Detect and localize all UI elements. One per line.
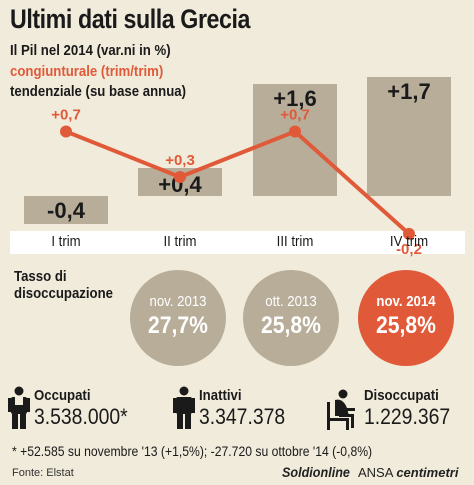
source: Fonte: Elstat bbox=[12, 467, 74, 479]
unemployment-title-line2: disoccupazione bbox=[14, 285, 114, 302]
unemployment-circle-nov-2013: nov. 2013 27,7% bbox=[130, 270, 226, 366]
bar-label-3: +1,6 bbox=[273, 86, 316, 111]
line-point-1 bbox=[60, 125, 72, 138]
ansa-logo-text: ANSA bbox=[358, 465, 393, 480]
category-label-4: IV trim bbox=[389, 233, 429, 250]
gdp-chart: -0,4+0,4+1,6 +1,7+0,7+0,3+0,7-0,2 bbox=[24, 77, 451, 258]
circle-label: nov. 2013 bbox=[149, 293, 207, 310]
line-label-3: +0,7 bbox=[280, 106, 310, 123]
seated-person-icon bbox=[327, 389, 355, 430]
bar-tendenziale-4 bbox=[367, 77, 451, 196]
line-point-2 bbox=[174, 171, 186, 183]
circle-value: 25,8% bbox=[261, 312, 321, 339]
bar-label-1: -0,4 bbox=[47, 198, 86, 223]
category-label-2: II trim bbox=[163, 233, 197, 250]
bar-tendenziale-1 bbox=[24, 196, 108, 224]
stat-value-disoccupati: 1.229.367 bbox=[364, 404, 451, 429]
stat-label-inattivi: Inattivi bbox=[199, 387, 242, 404]
unemployment-title: Tasso di disoccupazione bbox=[14, 268, 113, 302]
legend-tendenziale: tendenziale (su base annua) bbox=[10, 83, 187, 100]
unemployment-title-line1: Tasso di bbox=[14, 268, 67, 285]
circle-label: ott. 2013 bbox=[265, 293, 317, 310]
person-icon bbox=[173, 386, 195, 429]
line-point-4 bbox=[403, 227, 415, 240]
footnote: * +52.585 su novembre '13 (+1,5%); -27.7… bbox=[12, 443, 373, 459]
stat-label-disoccupati: Disoccupati bbox=[364, 387, 439, 404]
bar-tendenziale-3 bbox=[253, 84, 337, 196]
centimetri-logo-text: centimetri bbox=[396, 465, 459, 480]
line-point-3 bbox=[289, 125, 301, 138]
bar-label-4: +1,7 bbox=[387, 79, 430, 104]
legend-congiunturale: congiunturale (trim/trim) bbox=[10, 63, 164, 80]
ansa-centimetri-logo: ANSA centimetri bbox=[358, 465, 458, 480]
circle-label: nov. 2014 bbox=[376, 293, 436, 310]
line-label-1: +0,7 bbox=[51, 106, 81, 123]
chart-subtitle: Il Pil nel 2014 (var.ni in %) bbox=[10, 42, 171, 59]
line-label-4: -0,2 bbox=[396, 241, 422, 258]
circle-value: 27,7% bbox=[148, 312, 208, 339]
unemployment-circle-ott-2013: ott. 2013 25,8% bbox=[243, 270, 339, 366]
page-title: Ultimi dati sulla Grecia bbox=[10, 4, 251, 34]
unemployment-circle-nov-2014: nov. 2014 25,8% bbox=[358, 270, 454, 366]
stat-value-inattivi: 3.347.378 bbox=[199, 404, 286, 429]
category-label-3: III trim bbox=[276, 233, 314, 250]
category-label-1: I trim bbox=[51, 233, 81, 250]
circle-value: 25,8% bbox=[376, 312, 436, 339]
stat-value-occupati: 3.538.000* bbox=[34, 404, 128, 429]
stat-label-occupati: Occupati bbox=[34, 387, 91, 404]
soldionline-logo: Soldionline bbox=[282, 464, 350, 480]
category-strip bbox=[10, 231, 465, 254]
worker-icon bbox=[8, 386, 30, 429]
line-label-2: +0,3 bbox=[165, 152, 195, 169]
line-congiunturale bbox=[65, 129, 411, 236]
